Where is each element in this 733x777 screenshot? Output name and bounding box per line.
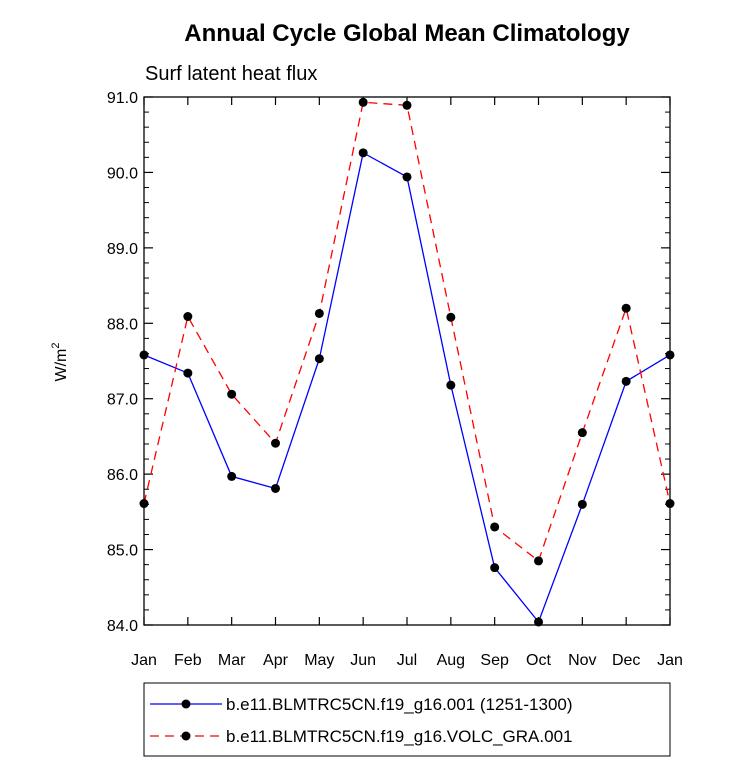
series-line-2 <box>143 101 671 562</box>
x-tick-label: Mar <box>218 652 246 669</box>
x-tick-label: Dec <box>612 652 640 669</box>
y-axis-label-superscript: 2 <box>50 343 62 349</box>
x-tick-label: Nov <box>568 652 596 669</box>
x-tick-label: Jan <box>131 652 157 669</box>
y-axis-ticks: 84.0 85.0 86.0 87.0 88.0 89.0 90.0 91.0 <box>107 90 670 635</box>
y-tick-label: 90.0 <box>107 165 138 182</box>
data-point-series-2 <box>314 308 324 318</box>
data-point-series-2 <box>183 311 193 321</box>
x-tick-label: Jul <box>397 652 417 669</box>
data-point-series-1 <box>358 148 368 158</box>
data-point-series-1 <box>139 350 149 360</box>
chart-title: Annual Cycle Global Mean Climatology <box>184 20 630 47</box>
legend-box <box>143 682 671 757</box>
data-point-series-1 <box>446 380 456 390</box>
data-point-series-1 <box>271 483 280 493</box>
chart-subtitle: Surf latent heat flux <box>145 63 317 85</box>
y-tick-label: 91.0 <box>107 90 138 107</box>
data-point-series-2 <box>446 312 456 322</box>
data-point-series-1 <box>227 471 237 481</box>
legend-marker-series-2 <box>181 731 191 741</box>
data-point-series-2 <box>139 499 149 509</box>
x-tick-label: Sep <box>480 652 509 669</box>
x-axis-ticks: Jan Feb Mar Apr May Jun Jul Aug Sep Oct Nov Dec Jan <box>131 97 683 669</box>
x-tick-label: Aug <box>437 652 465 669</box>
legend-label-series-2: b.e11.BLMTRC5CN.f19_g16.VOLC_GRA.001 <box>226 727 572 746</box>
data-point-series-1 <box>534 617 543 627</box>
legend-label-series-1: b.e11.BLMTRC5CN.f19_g16.001 (1251-1300) <box>226 695 573 714</box>
legend-marker-series-1 <box>181 699 191 709</box>
y-axis-label-text: W/m <box>53 349 70 382</box>
x-tick-label: Feb <box>174 652 202 669</box>
data-point-series-2 <box>534 556 543 566</box>
y-tick-label: 86.0 <box>107 467 138 484</box>
data-point-series-1 <box>183 368 193 378</box>
series-line-1 <box>143 151 671 624</box>
data-point-series-2 <box>402 100 412 110</box>
data-point-series-2 <box>490 522 500 532</box>
y-tick-label: 89.0 <box>107 241 138 258</box>
data-point-series-2 <box>577 428 587 438</box>
x-tick-label: Jun <box>350 652 376 669</box>
x-tick-label: May <box>304 652 334 669</box>
y-tick-label: 87.0 <box>107 392 138 409</box>
data-point-series-2 <box>665 499 675 509</box>
x-tick-label: Apr <box>263 652 289 669</box>
series-layer <box>139 97 675 627</box>
x-tick-label: Jan <box>657 652 683 669</box>
data-point-series-1 <box>577 499 587 509</box>
data-point-series-2 <box>621 303 631 313</box>
data-point-series-1 <box>314 354 324 364</box>
data-point-series-1 <box>490 563 500 573</box>
y-tick-label: 88.0 <box>107 316 138 333</box>
data-point-series-1 <box>402 172 412 182</box>
data-point-series-2 <box>271 438 280 448</box>
y-tick-label: 85.0 <box>107 543 138 560</box>
x-tick-label: Oct <box>526 652 551 669</box>
legend: b.e11.BLMTRC5CN.f19_g16.001 (1251-1300) … <box>143 682 671 757</box>
data-point-series-1 <box>665 350 675 360</box>
data-point-series-2 <box>227 389 237 399</box>
y-axis-label: W/m2 <box>50 343 70 382</box>
svg-text:W/m2: W/m2 <box>50 343 70 382</box>
data-point-series-2 <box>358 97 368 107</box>
data-point-series-1 <box>621 376 631 386</box>
y-tick-label: 84.0 <box>107 618 138 635</box>
